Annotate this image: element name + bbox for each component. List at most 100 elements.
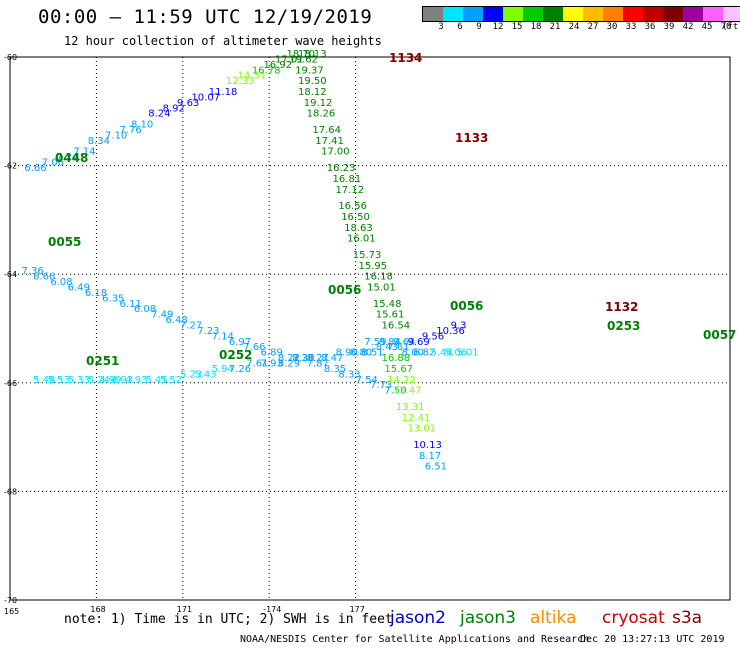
swh-value-label: 8.38 (292, 353, 314, 364)
legend-swatch (563, 7, 583, 21)
swh-value-label: 8.80 (350, 348, 372, 359)
swh-value-label: 16.01 (347, 234, 376, 245)
pass-time-label: 0056 (328, 283, 361, 297)
swh-value-label: 5.44 (430, 348, 452, 359)
swh-value-label: 16.54 (382, 321, 411, 332)
swh-value-label: 17.41 (315, 136, 344, 147)
legend-tick-label: 39 (663, 22, 675, 32)
swh-value-label: 6.51 (425, 462, 447, 473)
lon-tick-label: 171 (177, 605, 192, 614)
swh-value-label: 16.81 (333, 174, 362, 185)
swh-value-label: 6.89 (261, 348, 283, 359)
swh-value-label: 8.47 (321, 353, 343, 364)
swh-value-label: 16.56 (338, 201, 367, 212)
swh-value-label: 10.07 (191, 92, 220, 103)
swh-value-label: 16.78 (252, 65, 281, 76)
lon-tick-label: 165 (4, 607, 19, 616)
swh-value-label: 9.69 (407, 337, 429, 348)
swh-value-label: 6.18 (85, 288, 107, 299)
swh-value-label: 18.13 (298, 49, 327, 60)
swh-value-label: 6.66 (24, 163, 46, 174)
legend-tick-label: 30 (606, 22, 618, 32)
lat-tick-label: -68 (4, 487, 17, 496)
swh-value-label: 5.94 (212, 364, 234, 375)
swh-value-label: 6.49 (68, 282, 90, 293)
swh-value-label: 10.13 (413, 440, 442, 451)
swh-value-label: 5.45 (145, 375, 167, 386)
footer-credit: NOAA/NESDIS Center for Satellite Applica… (240, 634, 590, 645)
swh-value-label: 8.35 (324, 364, 346, 375)
swh-value-label: 9.63 (177, 98, 199, 109)
legend-swatch (543, 7, 563, 21)
swh-value-label: 7.20 (292, 353, 314, 364)
lat-tick-label: -64 (4, 270, 17, 279)
swh-value-label: 6.11 (119, 299, 141, 310)
legend-tick-label: 24 (568, 22, 580, 32)
legend-swatch (443, 7, 463, 21)
swh-value-label: 8.10 (131, 120, 153, 131)
swh-value-label: 18.12 (298, 87, 327, 98)
satellite-label-jason2: jason2 (390, 608, 446, 628)
legend-unit-label: (ft) (722, 22, 740, 32)
swh-value-label: 5.43 (194, 369, 216, 380)
swh-value-label: 7.26 (229, 364, 251, 375)
swh-value-label: 17.64 (312, 125, 341, 136)
legend-tick-label: 6 (457, 22, 463, 32)
swh-value-label: 19.62 (289, 54, 318, 65)
satellite-label-cryosat: cryosat (602, 608, 665, 628)
swh-value-label: 16.18 (364, 272, 393, 283)
swh-value-label: 5.52 (160, 375, 182, 386)
page-subtitle: 12 hour collection of altimeter wave hei… (64, 34, 382, 48)
swh-value-label: 8.17 (419, 451, 441, 462)
footer-timestamp: Dec 20 13:27:13 UTC 2019 (580, 634, 725, 645)
satellite-label-altika: altika (530, 608, 577, 628)
lon-tick-label: 168 (90, 605, 105, 614)
swh-value-label: 15.67 (384, 364, 413, 375)
legend-tick-label: 42 (682, 22, 694, 32)
swh-value-label: 10.36 (436, 326, 465, 337)
legend-swatch (723, 7, 740, 21)
swh-value-label: 13.31 (396, 402, 425, 413)
swh-value-label: 19.50 (298, 76, 327, 87)
swh-value-label: 7.61 (387, 342, 409, 353)
pass-time-label: 0252 (219, 348, 252, 362)
pass-time-label: 0448 (55, 151, 88, 165)
pass-time-label: 0251 (86, 354, 119, 368)
swh-value-label: 8.43 (376, 342, 398, 353)
swh-value-label: 17.00 (321, 147, 350, 158)
swh-value-label: 8.90 (335, 348, 357, 359)
swh-value-label: 9.64 (393, 337, 415, 348)
swh-value-label: 5.06 (445, 348, 467, 359)
lat-tick-label: -60 (4, 53, 17, 62)
swh-value-label: 16.92 (263, 60, 292, 71)
swh-value-label: 16.50 (341, 212, 370, 223)
swh-value-label: 7.54 (356, 375, 378, 386)
swh-value-label: 12.41 (402, 413, 431, 424)
swh-value-label: 13.01 (407, 424, 436, 435)
swh-value-label: 17.01 (275, 54, 304, 65)
swh-value-label: 7.66 (243, 342, 265, 353)
swh-value-label: 15.95 (358, 261, 387, 272)
swh-value-label: 18.26 (307, 109, 336, 120)
swh-value-label: 8.84 (379, 337, 401, 348)
swh-value-label: 5.23 (180, 369, 202, 380)
swh-value-label: 11.18 (209, 87, 238, 98)
swh-value-label: 8.34 (88, 136, 110, 147)
page-title: 00:00 – 11:59 UTC 12/19/2019 (38, 6, 373, 28)
swh-value-label: 15.73 (353, 250, 382, 261)
pass-time-label: 1134 (389, 51, 422, 65)
swh-value-label: 12.33 (226, 76, 255, 87)
swh-value-label: 6.66 (33, 272, 55, 283)
swh-value-label: 7.14 (73, 147, 95, 158)
swh-value-label: 5.48 (33, 375, 55, 386)
swh-value-label: 6.97 (229, 337, 251, 348)
swh-value-label: 7.87 (307, 359, 329, 370)
swh-value-label: 9.3 (451, 321, 467, 332)
pass-time-label: 1132 (605, 300, 638, 314)
swh-value-label: 8.22 (278, 353, 300, 364)
legend-tick-label: 15 (511, 22, 523, 32)
legend-tick-label: 70 (720, 22, 732, 32)
swh-value-label: 15.61 (376, 310, 405, 321)
lat-tick-label: -70 (4, 596, 17, 605)
